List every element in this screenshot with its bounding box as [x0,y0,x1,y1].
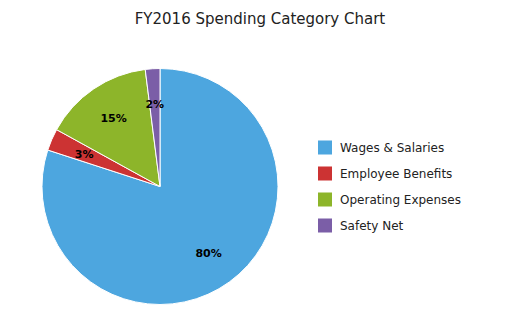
pie [42,69,278,305]
chart-svg: FY2016 Spending Category Chart 80% 3% 15% 2%… [0,0,520,333]
data-label: 3% [75,148,94,161]
data-label: 2% [145,98,164,111]
legend-swatch [318,193,332,207]
legend-item: Wages & Salaries [318,141,444,155]
pie-slice [57,69,160,186]
legend-label: Safety Net [340,219,404,233]
pie-slice [42,69,278,305]
data-labels: 80% 3% 15% 2% [75,98,222,260]
legend-label: Wages & Salaries [340,141,444,155]
data-label: 15% [100,112,126,125]
legend-item: Operating Expenses [318,193,461,207]
legend-swatch [318,141,332,155]
pie-slice [145,69,160,187]
chart-title: FY2016 Spending Category Chart [135,10,386,28]
legend-swatch [318,219,332,233]
legend: Wages & Salaries Employee Benefits Operati… [318,141,461,233]
data-label: 80% [195,247,221,260]
legend-swatch [318,167,332,181]
legend-item: Safety Net [318,219,404,233]
legend-label: Operating Expenses [340,193,461,207]
legend-label: Employee Benefits [340,167,452,181]
legend-item: Employee Benefits [318,167,452,181]
